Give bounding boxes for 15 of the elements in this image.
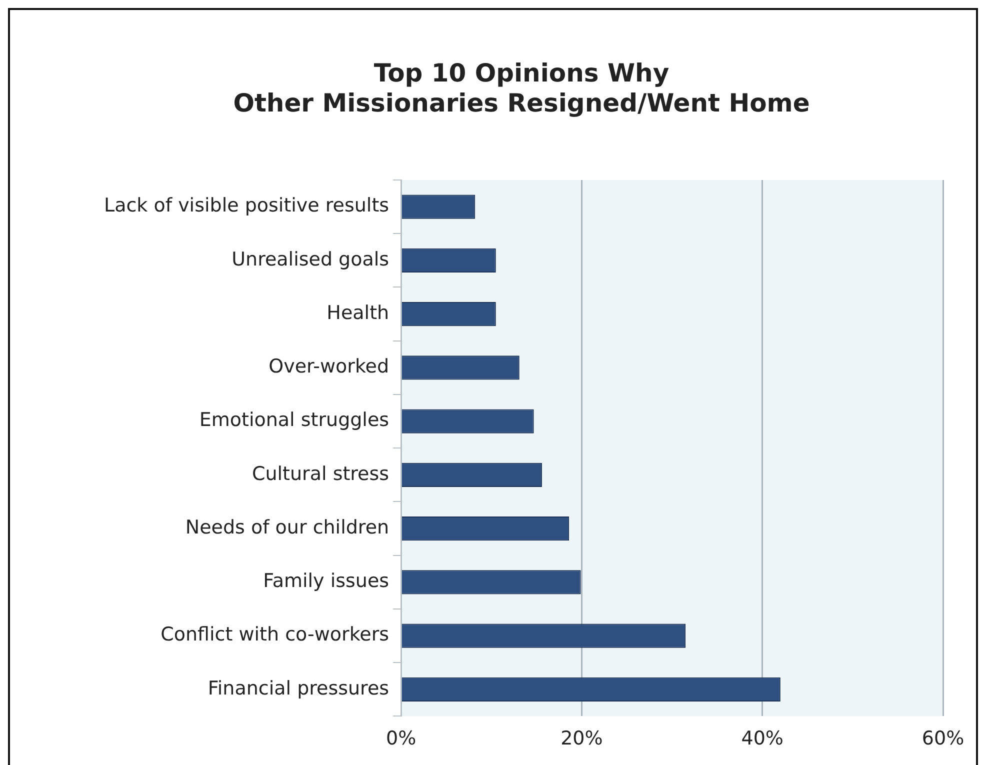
y-tick-label: Needs of our children xyxy=(185,516,390,538)
x-tick-label: 0% xyxy=(386,728,416,750)
y-tick-label: Health xyxy=(326,302,390,324)
y-tick-label: Emotional struggles xyxy=(199,409,390,432)
x-tick-label: 20% xyxy=(560,728,603,750)
y-tick-label: Conflict with co-workers xyxy=(160,624,390,646)
x-tick-label: 60% xyxy=(922,728,964,750)
y-tick-label: Family issues xyxy=(263,570,390,592)
chart-title: Top 10 Opinions Why Other Missionaries Resigned/Went Home xyxy=(233,58,810,118)
y-tick-label: Over-worked xyxy=(268,356,390,378)
y-tick-label: Lack of visible positive results xyxy=(104,194,390,217)
y-tick-label: Cultural stress xyxy=(252,462,390,485)
y-tick-label: Financial pressures xyxy=(208,677,390,700)
x-tick-label: 40% xyxy=(741,728,784,750)
y-tick-label: Unrealised goals xyxy=(232,248,390,270)
